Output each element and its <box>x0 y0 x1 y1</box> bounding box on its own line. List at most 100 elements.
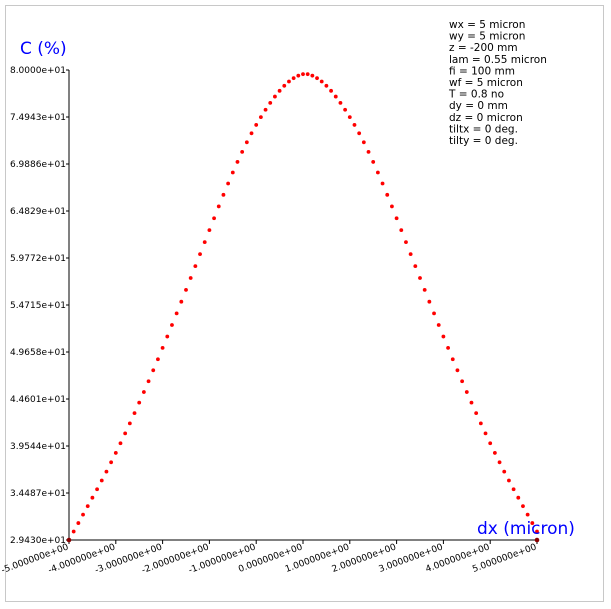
data-point <box>427 299 432 304</box>
data-point <box>422 287 427 292</box>
data-point <box>76 521 81 525</box>
data-point <box>221 192 226 197</box>
data-point <box>301 72 305 77</box>
parameter-line: fi = 100 mm <box>449 65 515 77</box>
data-point <box>455 368 460 373</box>
data-point <box>380 181 385 186</box>
data-point <box>95 487 99 492</box>
data-point <box>287 79 291 84</box>
data-point <box>413 264 418 269</box>
data-point <box>230 170 235 175</box>
data-point <box>324 83 329 88</box>
data-point <box>507 478 511 483</box>
data-point <box>291 76 296 81</box>
data-point <box>408 252 413 257</box>
data-point <box>118 441 123 446</box>
y-tick-label: 3.4487e+01 <box>10 489 66 499</box>
data-points <box>66 72 540 543</box>
parameter-line: z = -200 mm <box>449 42 518 54</box>
data-point <box>282 83 287 88</box>
data-point <box>488 441 493 446</box>
data-point <box>212 216 216 221</box>
data-point <box>385 192 390 197</box>
data-point <box>366 149 371 154</box>
data-point <box>146 379 151 384</box>
data-point <box>347 115 352 120</box>
data-point <box>104 469 109 474</box>
data-point <box>81 512 85 517</box>
parameter-line: wy = 5 micron <box>449 31 525 43</box>
data-point <box>333 94 338 99</box>
data-point <box>198 252 202 257</box>
data-point <box>127 421 132 426</box>
data-point <box>375 170 380 175</box>
data-point <box>474 411 479 416</box>
data-point <box>464 390 469 394</box>
data-point <box>226 181 231 186</box>
data-point <box>258 115 263 120</box>
data-point <box>436 323 441 327</box>
y-tick-label: 5.4715e+01 <box>10 301 66 311</box>
parameter-line: dy = 0 mm <box>449 100 508 112</box>
data-point <box>141 390 146 394</box>
data-point <box>483 431 488 436</box>
data-point <box>399 228 404 233</box>
data-point <box>109 460 114 465</box>
data-point <box>535 529 539 534</box>
plot-frame <box>5 5 604 602</box>
y-tick-label: 7.4943e+01 <box>10 113 66 123</box>
data-point <box>268 101 273 105</box>
data-point <box>137 400 142 405</box>
data-point <box>263 107 268 112</box>
data-point <box>441 334 446 339</box>
data-point <box>160 345 165 350</box>
parameter-line: T = 0.8 no <box>448 89 504 101</box>
data-point <box>310 73 315 78</box>
data-point <box>511 487 516 492</box>
data-point <box>240 149 245 154</box>
data-point <box>85 504 90 509</box>
data-point <box>492 451 497 455</box>
data-point <box>394 216 399 221</box>
data-point <box>273 94 277 99</box>
data-point <box>184 287 188 292</box>
y-tick-label: 8.0000e+01 <box>10 66 66 76</box>
y-tick-label: 6.9886e+01 <box>10 160 66 170</box>
data-point <box>319 79 324 84</box>
data-point <box>296 73 301 78</box>
data-point <box>99 478 104 483</box>
data-point <box>478 421 483 426</box>
data-point <box>418 276 422 280</box>
data-point <box>165 334 170 339</box>
data-point <box>305 72 310 77</box>
parameter-line: tiltx = 0 deg. <box>449 123 518 135</box>
data-point <box>446 345 450 350</box>
data-point <box>404 240 408 245</box>
data-point <box>113 451 118 455</box>
y-tick-label: 4.9658e+01 <box>10 348 66 358</box>
parameter-line: lam = 0.55 micron <box>449 54 547 66</box>
y-tick-label: 6.4829e+01 <box>10 207 66 217</box>
parameter-line: wf = 5 micron <box>449 77 523 89</box>
parameter-line: dz = 0 micron <box>449 112 523 124</box>
data-point <box>343 107 348 112</box>
y-tick-label: 2.9430e+01 <box>10 536 66 546</box>
x-axis-title: dx (micron) <box>477 519 575 539</box>
data-point <box>315 76 319 81</box>
data-point <box>525 512 530 517</box>
data-point <box>329 88 333 93</box>
data-point <box>202 240 207 245</box>
endpoint-marker <box>66 537 72 543</box>
data-point <box>179 299 184 304</box>
data-point <box>216 204 221 209</box>
data-point <box>151 368 156 373</box>
data-point <box>521 504 525 509</box>
data-point <box>207 228 212 233</box>
data-point <box>156 357 160 362</box>
data-point <box>469 400 474 405</box>
data-point <box>193 264 198 269</box>
data-point <box>357 131 362 136</box>
data-point <box>235 160 240 164</box>
